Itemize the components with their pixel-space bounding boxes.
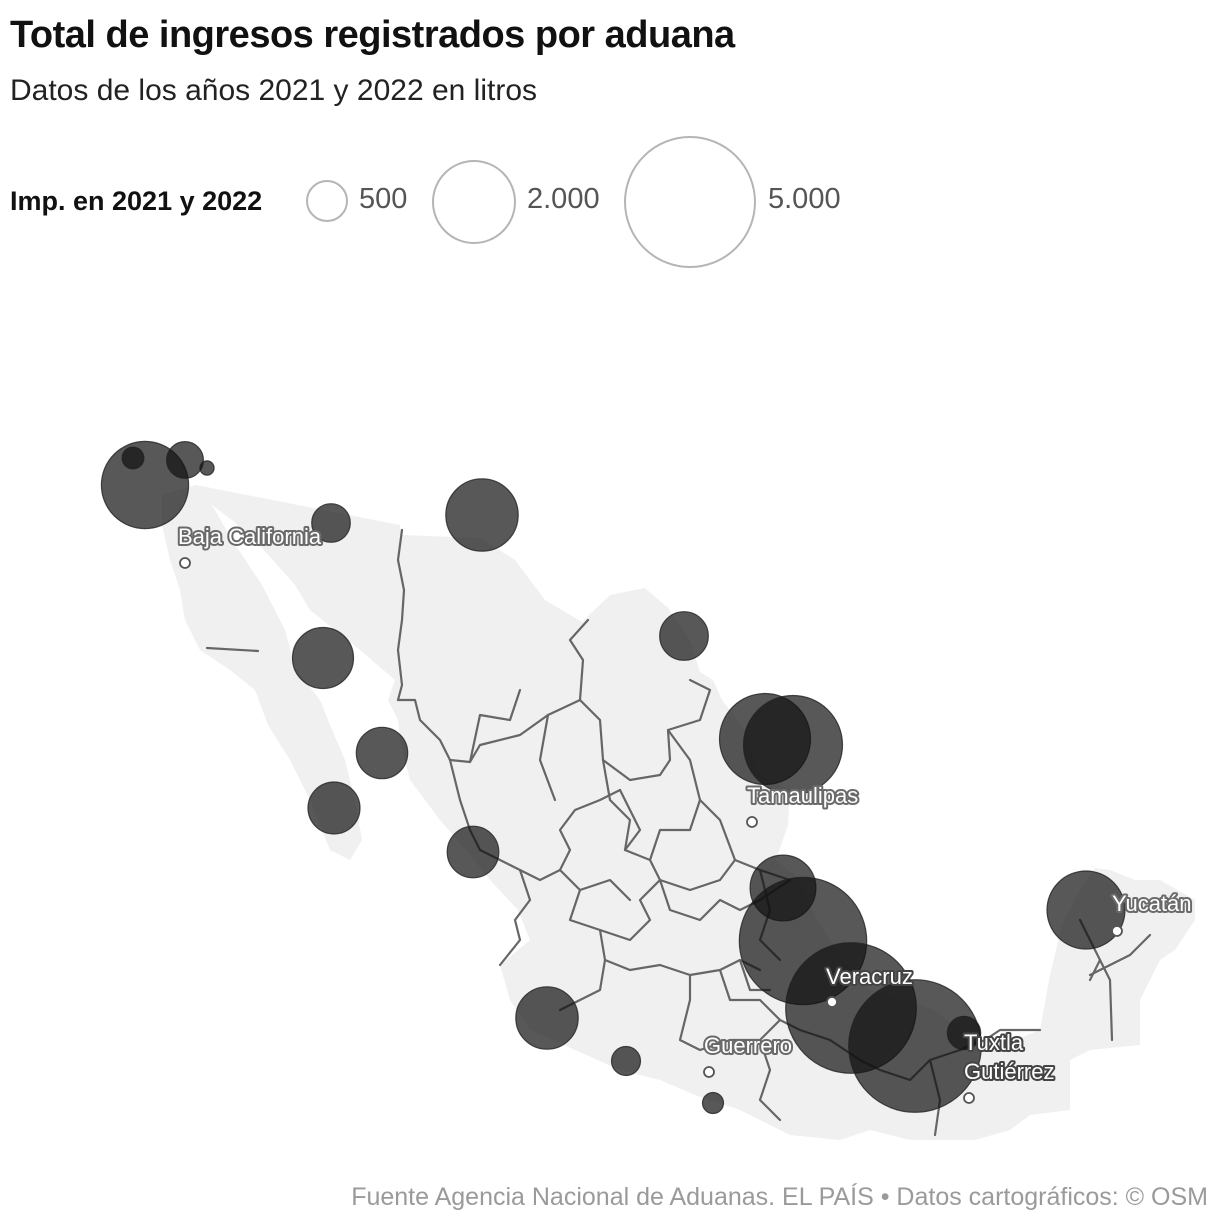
aduana-manzanillo-bubble [515,986,579,1050]
aduana-sonoyta-bubble [311,503,351,543]
legend-circles [306,136,756,268]
marker-tuxtla-gutierrez [963,1092,975,1104]
aduana-guaymas-bubble [291,626,355,690]
aduana-piedras-negras-bubble [659,611,709,661]
legend-value-small: 500 [359,183,408,215]
label-guerrero: Guerrero [704,1033,792,1058]
legend-circle-small [306,180,348,222]
aduana-progreso-bubble [1046,870,1126,950]
marker-baja-california [179,557,191,569]
aduana-tecate-bubble [166,441,205,480]
place-labels: Baja California Tamaulipas Yucatán Verac… [176,522,1194,1086]
bubble-layer [100,440,1126,1115]
legend-value-medium: 2.000 [527,183,600,215]
legend-circle-medium [432,160,516,244]
aduana-mazatlan-bubble [355,726,409,780]
label-yucatan: Yucatán [1112,891,1192,916]
legend-circle-large [624,136,756,268]
aduana-salina-cruz-bubble [946,1015,982,1051]
marker-guerrero [703,1066,715,1078]
aduana-la-paz-bubble [307,781,361,835]
marker-veracruz [826,996,838,1008]
aduana-acapulco-bubble [701,1091,725,1115]
map-subtitle: Datos de los años 2021 y 2022 en litros [10,74,538,107]
map-title: Total de ingresos registrados por aduana [10,14,735,56]
label-tamaulipas: Tamaulipas [747,783,858,808]
marker-tamaulipas [746,816,758,828]
label-baja-california: Baja California [178,524,322,549]
label-veracruz: Veracruz [826,964,913,989]
label-gutierrez: Gutiérrez [964,1059,1054,1084]
label-tuxtla: Tuxtla [964,1030,1024,1055]
legend-value-large: 5.000 [768,183,841,215]
legend-label: Imp. en 2021 y 2022 [10,186,263,216]
aduana-tijuana-inner-bubble [121,446,145,470]
aduana-coatzacoalcos-bubble [848,979,982,1113]
aduana-lazaro-cardenas-bubble [610,1045,642,1077]
marker-yucatan [1111,925,1123,937]
aduana-ciudad-juarez-bubble [445,478,519,552]
aduana-manzanillo-norte-bubble [446,825,500,879]
place-markers [179,557,1123,1104]
aduana-monterrey-bubble [742,694,844,796]
source-credit: Fuente Agencia Nacional de Aduanas. EL P… [351,1183,1208,1211]
aduana-mexicali-bubble [199,460,215,476]
